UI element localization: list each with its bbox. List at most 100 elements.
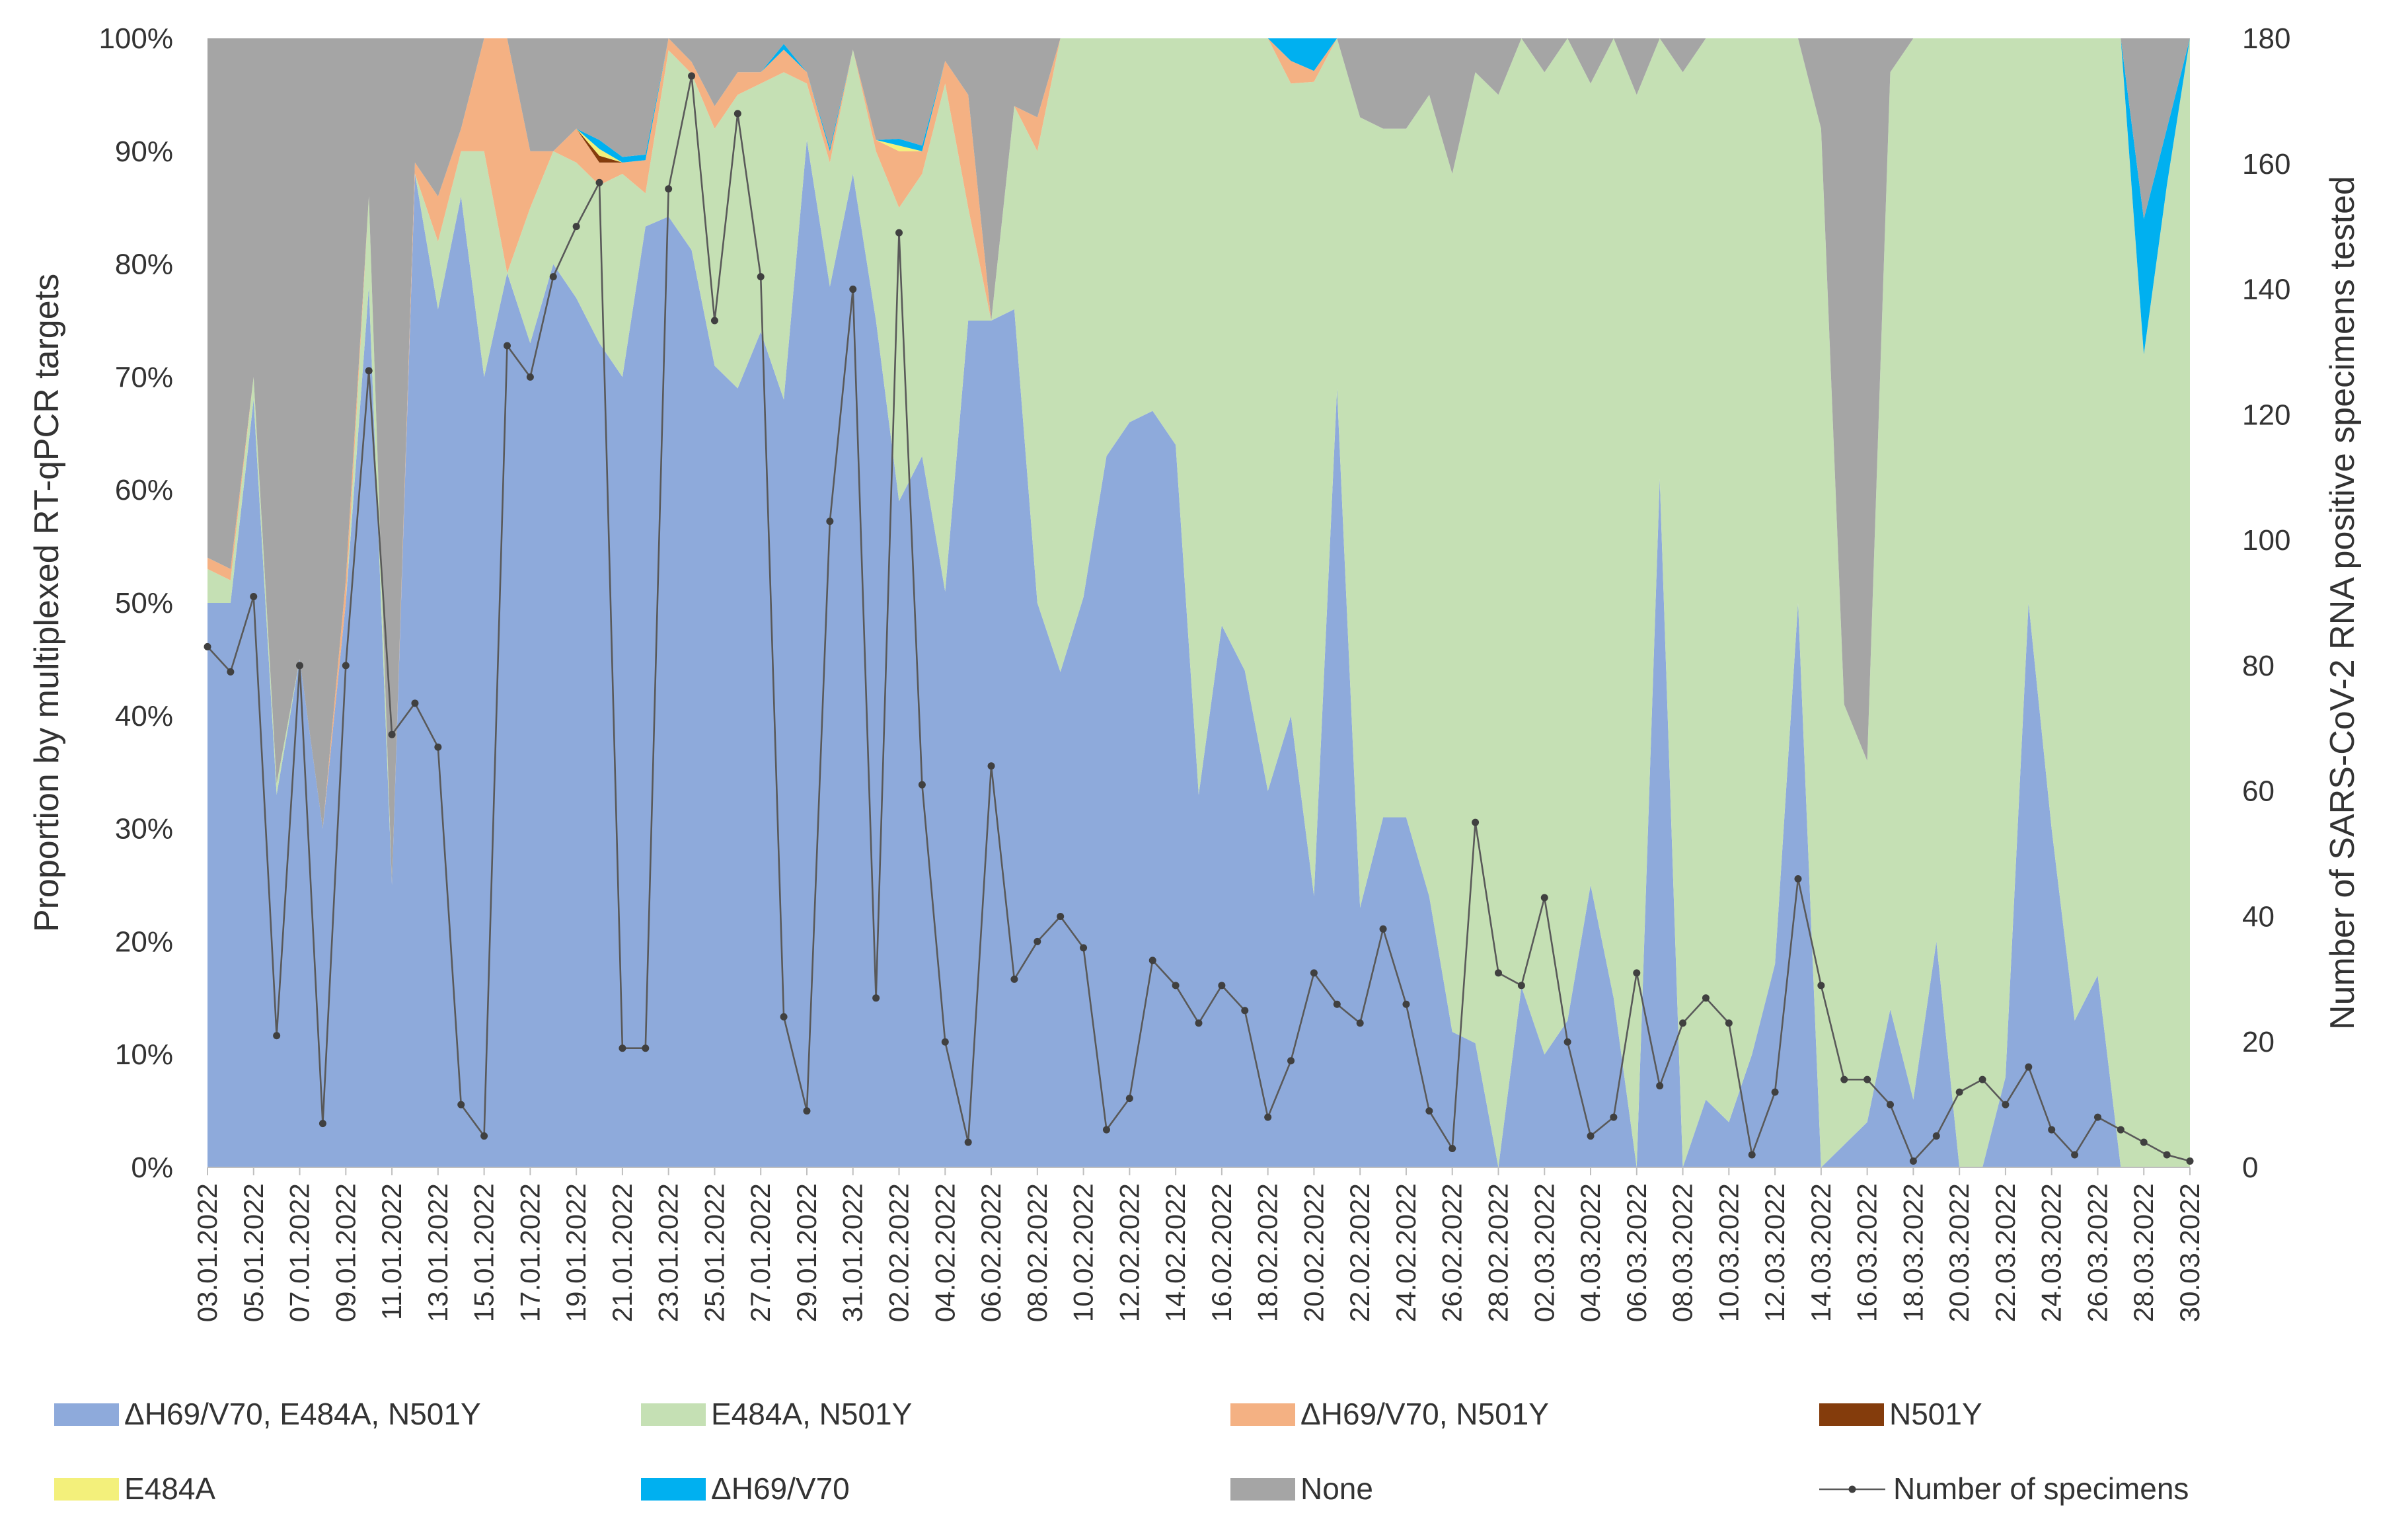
x-tick-label: 22.02.2022 — [1344, 1183, 1375, 1322]
y-right-tick-label: 160 — [2242, 148, 2290, 180]
legend-swatch — [641, 1403, 706, 1426]
x-tick-label: 16.03.2022 — [1852, 1183, 1883, 1322]
specimen-point — [1080, 944, 1088, 952]
y-left-tick-label: 80% — [115, 249, 173, 281]
legend-item-e484a-n501y: E484A, N501Y — [641, 1397, 912, 1431]
specimen-point — [480, 1132, 488, 1140]
specimen-point — [895, 229, 903, 237]
specimen-point — [710, 317, 718, 325]
x-tick-label: 26.02.2022 — [1437, 1183, 1468, 1322]
legend-label: Number of specimens — [1893, 1471, 2189, 1506]
specimen-point — [2071, 1151, 2079, 1159]
specimen-point — [365, 367, 373, 375]
x-tick-label: 04.03.2022 — [1575, 1183, 1606, 1322]
specimen-point — [803, 1107, 811, 1115]
x-tick-label: 18.03.2022 — [1897, 1183, 1928, 1322]
specimen-point — [1932, 1132, 1940, 1140]
x-tick-label: 21.01.2022 — [607, 1183, 638, 1322]
y-left-tick-label: 70% — [115, 361, 173, 393]
legend-swatch — [54, 1403, 119, 1426]
specimen-point — [1771, 1088, 1779, 1096]
specimen-point — [1794, 875, 1802, 883]
legend-item-dh69-v70: ΔH69/V70 — [641, 1471, 850, 1506]
x-tick-label: 10.03.2022 — [1713, 1183, 1744, 1322]
specimen-point — [296, 662, 304, 670]
x-tick-label: 12.02.2022 — [1113, 1183, 1145, 1322]
x-tick-label: 20.03.2022 — [1943, 1183, 1975, 1322]
specimen-point — [619, 1044, 626, 1052]
y-right-tick-label: 60 — [2242, 775, 2275, 808]
legend-item-number-of-specimens: Number of specimens — [1819, 1471, 2189, 1506]
stacked-areas — [207, 38, 2190, 1168]
legend: ΔH69/V70, E484A, N501Y E484A, N501Y ΔH69/V… — [54, 1397, 2189, 1506]
specimen-point — [1540, 894, 1548, 902]
specimen-point — [1679, 1019, 1687, 1027]
specimen-point — [1010, 975, 1018, 983]
specimen-point — [1218, 982, 1226, 990]
x-tick-label: 11.01.2022 — [376, 1183, 407, 1320]
specimen-point — [1978, 1075, 1986, 1083]
y-right-tick-label: 80 — [2242, 650, 2275, 682]
specimen-point — [411, 699, 419, 707]
specimen-point — [2117, 1126, 2125, 1134]
specimen-point — [1633, 969, 1641, 977]
y-right-axis-title: Number of SARS-CoV-2 RNA positive specim… — [2323, 176, 2362, 1030]
specimen-point — [2140, 1138, 2148, 1146]
specimen-point — [1356, 1019, 1364, 1027]
x-tick-label: 20.02.2022 — [1298, 1183, 1329, 1322]
x-tick-label: 23.01.2022 — [653, 1183, 684, 1322]
x-tick-label: 09.01.2022 — [330, 1183, 361, 1322]
specimen-point — [1656, 1082, 1664, 1090]
specimen-point — [1449, 1145, 1456, 1153]
x-tick-label: 25.01.2022 — [698, 1183, 730, 1322]
legend-swatch — [641, 1478, 706, 1501]
x-tick-label: 30.03.2022 — [2174, 1183, 2205, 1322]
legend-swatch — [54, 1478, 119, 1501]
y-left-tick-label: 0% — [131, 1152, 173, 1184]
specimen-point — [1310, 969, 1318, 977]
specimen-point — [1195, 1019, 1203, 1027]
legend-label: N501Y — [1889, 1397, 1982, 1431]
x-tick-label: 12.03.2022 — [1759, 1183, 1790, 1322]
specimen-point — [503, 342, 511, 350]
x-tick-label: 04.02.2022 — [929, 1183, 960, 1322]
legend-swatch — [1819, 1403, 1884, 1426]
specimen-point — [204, 643, 211, 650]
x-tick-label: 24.03.2022 — [2036, 1183, 2067, 1322]
specimen-point — [826, 518, 834, 526]
axes: 0% 10% 20% 30% 40% 50% 60% 70% 80% 90% 100% 0 20 40 60… — [28, 22, 2362, 1322]
specimen-point — [1563, 1038, 1571, 1046]
specimen-point — [688, 72, 696, 80]
legend-label: ΔH69/V70, E484A, N501Y — [124, 1397, 481, 1431]
legend-item-dh69-v70-n501y: ΔH69/V70, N501Y — [1230, 1397, 1549, 1431]
y-left-tick-label: 30% — [115, 813, 173, 845]
x-tick-label: 05.01.2022 — [238, 1183, 269, 1322]
specimen-point — [2163, 1151, 2171, 1159]
legend-item-none: None — [1230, 1471, 1373, 1506]
y-right-tick-label: 180 — [2242, 22, 2290, 55]
specimen-point — [1610, 1113, 1618, 1121]
x-tick-label: 14.02.2022 — [1160, 1183, 1191, 1322]
specimen-point — [2025, 1063, 2033, 1071]
specimen-point — [1034, 937, 1041, 945]
specimen-point — [2002, 1101, 2010, 1109]
x-tick-label: 03.01.2022 — [192, 1183, 223, 1322]
legend-label: ΔH69/V70 — [711, 1471, 850, 1506]
legend-swatch — [1230, 1403, 1295, 1426]
specimen-point — [1287, 1057, 1295, 1065]
x-tick-label: 06.03.2022 — [1621, 1183, 1652, 1322]
specimen-point — [1887, 1101, 1895, 1109]
specimen-point — [595, 178, 603, 186]
specimen-point — [2093, 1113, 2101, 1121]
specimen-point — [549, 273, 557, 281]
legend-label: ΔH69/V70, N501Y — [1300, 1397, 1549, 1431]
x-tick-label: 02.02.2022 — [884, 1183, 915, 1322]
specimen-point — [1057, 912, 1065, 920]
specimen-point — [1472, 818, 1480, 826]
x-tick-label: 02.03.2022 — [1528, 1183, 1560, 1322]
x-tick-label: 08.03.2022 — [1667, 1183, 1698, 1322]
x-tick-label: 10.02.2022 — [1068, 1183, 1099, 1322]
x-tick-label: 14.03.2022 — [1805, 1183, 1836, 1322]
specimen-count-line — [204, 72, 2194, 1165]
